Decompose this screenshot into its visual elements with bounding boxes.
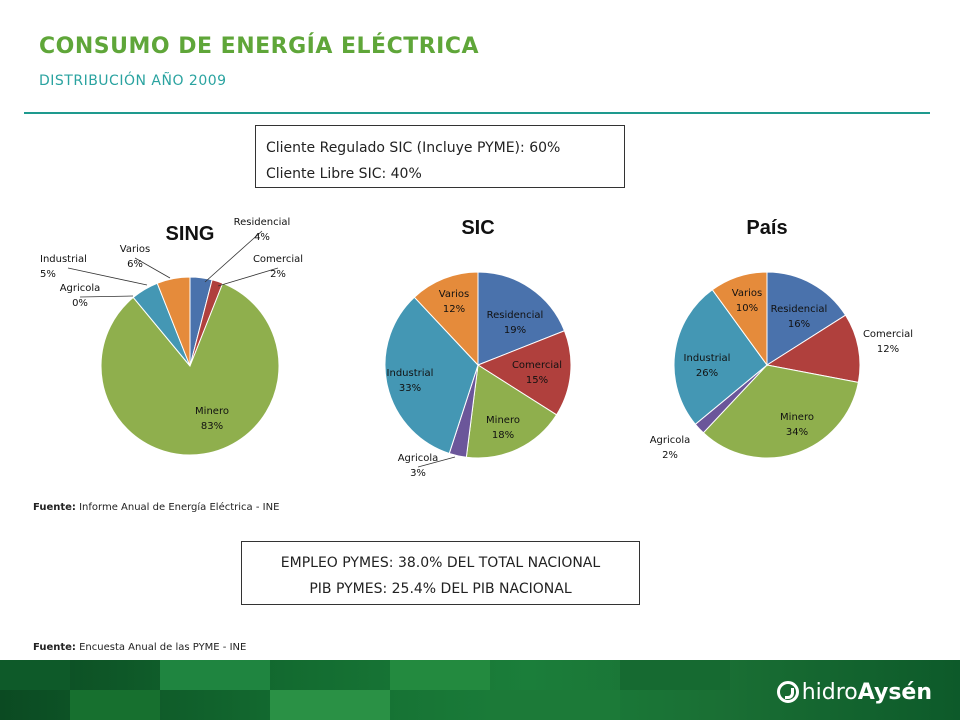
pie-chart-sing: SING Residencial 4% Comercial 2% Minero 83% Agr… [40,217,303,456]
slice-label-residencial: Residencial 19% [487,310,544,336]
pie-slice-industrial [384,296,479,455]
slice-label-agricola: Agricola 0% [60,283,101,309]
label-leader-line [79,295,134,298]
label-leader-line [134,257,171,279]
pie-slice-minero [465,364,558,459]
slice-label-residencial: Residencial 16% [771,304,828,330]
regulated-client-text: Cliente Regulado SIC (Incluye PYME): 60% [266,140,561,156]
logo-text-hidro: hidro [801,679,858,705]
slice-label-varios: Varios 10% [732,288,762,314]
pie-slice-varios [711,271,768,367]
source-text: Informe Anual de Energía Eléctrica - INE [75,502,280,513]
page-subtitle: DISTRIBUCIÓN AÑO 2009 [39,73,227,89]
source-pymes: Fuente: Encuesta Anual de las PYME - INE [33,642,246,653]
client-share-box: Cliente Regulado SIC (Incluye PYME): 60%… [255,125,625,188]
slice-label-comercial: Comercial 15% [512,360,562,386]
pie-slice-residencial [477,271,566,366]
label-leader-line [67,267,148,286]
slice-label-industrial: Industrial 33% [387,368,434,394]
pie-slice-varios [156,276,191,367]
pymes-gdp-text: PIB PYMES: 25.4% DEL PIB NACIONAL [309,581,572,597]
chart-title: SIC [461,217,494,239]
pie-chart-país: País Residencial 16% Comercial 12% Minero 34% A… [650,217,913,461]
slice-label-minero: Minero 34% [780,412,814,438]
slice-label-varios: Varios 6% [120,244,150,270]
source-energy: Fuente: Informe Anual de Energía Eléctri… [33,502,279,513]
slice-label-varios: Varios 12% [439,289,469,315]
slice-label-industrial: Industrial 5% [40,254,87,280]
slice-label-minero: Minero 83% [195,406,229,432]
logo-mark-icon [776,681,799,703]
pie-slice-comercial [476,330,572,416]
slice-label-residencial: Residencial 4% [234,217,291,243]
pie-slice-industrial [673,289,768,425]
slice-label-industrial: Industrial 26% [684,353,731,379]
label-leader-line [217,267,279,287]
slice-label-agricola: Agricola 3% [398,453,439,479]
label-leader-line [204,230,263,283]
hidroaysen-logo: hidro Aysén [776,675,932,709]
slice-label-comercial: Comercial 2% [253,254,303,280]
pie-slice-minero [702,364,859,459]
free-client-text: Cliente Libre SIC: 40% [266,166,422,182]
source-label: Fuente: [33,642,76,653]
source-label: Fuente: [33,502,76,513]
page-title: CONSUMO DE ENERGÍA ELÉCTRICA [39,34,480,59]
source-text: Encuesta Anual de las PYME - INE [75,642,247,653]
pymes-employment-text: EMPLEO PYMES: 38.0% DEL TOTAL NACIONAL [280,555,601,571]
chart-title: País [746,217,787,239]
label-leader-line [417,456,456,468]
pie-charts: SING Residencial 4% Comercial 2% Minero 83% Agr… [40,217,913,479]
pymes-stats-box: EMPLEO PYMES: 38.0% DEL TOTAL NACIONAL P… [241,541,640,605]
header-divider [24,112,930,114]
pie-slice-minero [100,282,280,456]
pie-slice-residencial [766,271,847,366]
slice-label-minero: Minero 18% [486,415,520,441]
footer-band [0,660,960,720]
logo-text-aysen: Aysén [857,679,932,705]
slice-label-agricola: Agricola 2% [650,435,691,461]
pie-chart-sic: SIC Residencial 19% Comercial 15% Minero 18% Ag… [384,217,572,479]
slice-label-comercial: Comercial 12% [863,329,913,355]
pie-slice-varios [413,271,479,367]
pie-slice-comercial [765,314,861,384]
chart-title: SING [166,223,215,245]
